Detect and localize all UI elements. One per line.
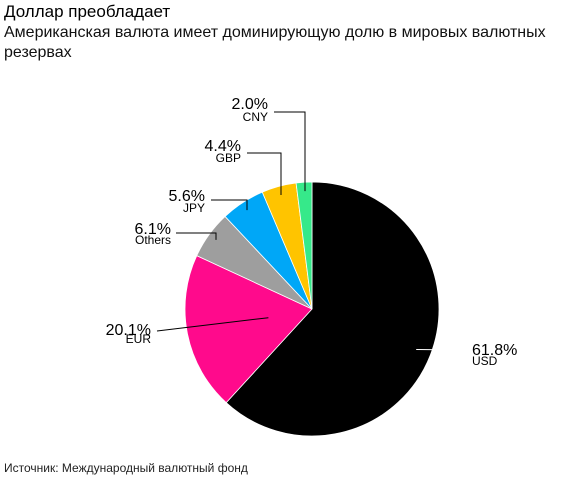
value-label-cny: 2.0% — [232, 96, 268, 113]
value-label-gbp: 4.4% — [205, 138, 241, 155]
value-label-jpy: 5.6% — [169, 188, 205, 205]
category-label-cny: CNY — [243, 110, 268, 124]
leader-line-others — [176, 232, 217, 240]
pie-slice-usd — [225, 181, 440, 437]
pie-slices — [184, 181, 440, 437]
leader-line-jpy — [211, 199, 248, 211]
slice-labels: 61.8%USD 20.1%EUR 6.1%Others 5.6%JPY 4.4%GBP… — [106, 96, 518, 368]
pie-slice-eur — [184, 255, 313, 404]
chart-title: Доллар преобладает — [4, 2, 171, 21]
leader-line-eur — [156, 317, 269, 332]
category-label-others: Others — [135, 233, 171, 247]
category-label-usd: USD — [472, 354, 498, 368]
leader-line-usd — [416, 349, 466, 351]
category-label-jpy: JPY — [183, 201, 205, 215]
leader-line-cny — [274, 111, 306, 192]
source-note: Источник: Международный валютный фонд — [4, 461, 248, 475]
leader-line-gbp — [247, 152, 282, 195]
value-label-usd: 61.8% — [472, 342, 517, 359]
leader-lines — [156, 111, 466, 351]
pie-slice-cny — [295, 181, 313, 310]
value-label-eur: 20.1% — [106, 322, 151, 339]
chart-subtitle: Американская валюта имеет доминирующую д… — [4, 24, 546, 61]
category-label-eur: EUR — [126, 332, 152, 346]
value-label-others: 6.1% — [135, 221, 171, 238]
category-label-gbp: GBP — [216, 151, 241, 165]
